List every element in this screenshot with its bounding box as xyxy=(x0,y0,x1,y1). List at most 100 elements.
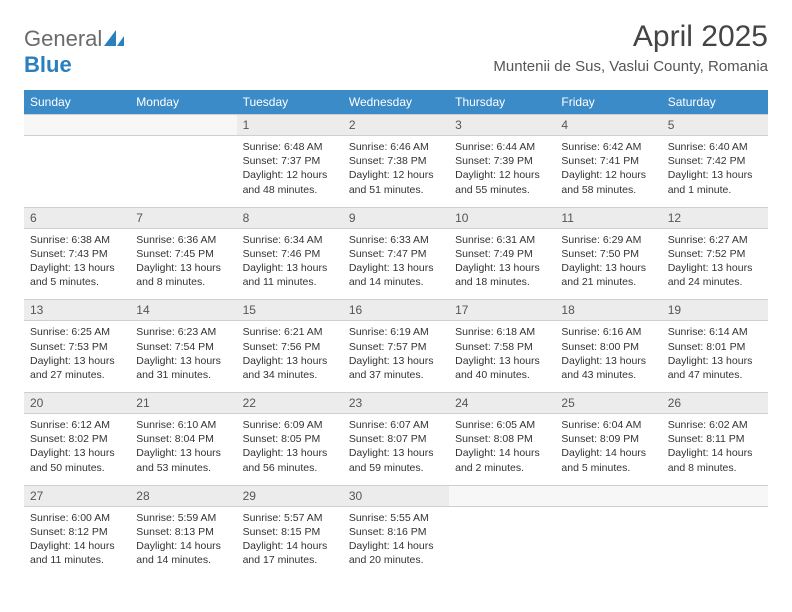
daylight-text: Daylight: 13 hours and 53 minutes. xyxy=(136,446,230,474)
daylight-text: Daylight: 13 hours and 40 minutes. xyxy=(455,354,549,382)
day-number-cell: 27 xyxy=(24,485,130,506)
header: GeneralBlue April 2025 Muntenii de Sus, … xyxy=(24,20,768,78)
sunset-text: Sunset: 8:11 PM xyxy=(668,432,762,446)
sunset-text: Sunset: 8:02 PM xyxy=(30,432,124,446)
daylight-text: Daylight: 13 hours and 37 minutes. xyxy=(349,354,443,382)
day-content-cell: Sunrise: 6:07 AMSunset: 8:07 PMDaylight:… xyxy=(343,414,449,486)
daylight-text: Daylight: 13 hours and 5 minutes. xyxy=(30,261,124,289)
day-number-row: 6789101112 xyxy=(24,207,768,228)
daylight-text: Daylight: 13 hours and 27 minutes. xyxy=(30,354,124,382)
day-content-cell xyxy=(662,506,768,577)
sunrise-text: Sunrise: 6:19 AM xyxy=(349,325,443,339)
day-number-cell: 24 xyxy=(449,393,555,414)
daylight-text: Daylight: 13 hours and 11 minutes. xyxy=(243,261,337,289)
day-content-cell xyxy=(449,506,555,577)
sunset-text: Sunset: 7:50 PM xyxy=(561,247,655,261)
day-content-cell: Sunrise: 6:19 AMSunset: 7:57 PMDaylight:… xyxy=(343,321,449,393)
sunrise-text: Sunrise: 6:21 AM xyxy=(243,325,337,339)
daylight-text: Daylight: 14 hours and 8 minutes. xyxy=(668,446,762,474)
day-content-row: Sunrise: 6:12 AMSunset: 8:02 PMDaylight:… xyxy=(24,414,768,486)
day-content-cell: Sunrise: 6:21 AMSunset: 7:56 PMDaylight:… xyxy=(237,321,343,393)
sunset-text: Sunset: 8:15 PM xyxy=(243,525,337,539)
day-number-cell: 18 xyxy=(555,300,661,321)
daylight-text: Daylight: 14 hours and 5 minutes. xyxy=(561,446,655,474)
daylight-text: Daylight: 13 hours and 14 minutes. xyxy=(349,261,443,289)
daylight-text: Daylight: 13 hours and 59 minutes. xyxy=(349,446,443,474)
day-content-cell: Sunrise: 6:27 AMSunset: 7:52 PMDaylight:… xyxy=(662,228,768,300)
sunset-text: Sunset: 8:01 PM xyxy=(668,340,762,354)
sunset-text: Sunset: 7:45 PM xyxy=(136,247,230,261)
daylight-text: Daylight: 14 hours and 11 minutes. xyxy=(30,539,124,567)
calendar-body: 12345Sunrise: 6:48 AMSunset: 7:37 PMDayl… xyxy=(24,115,768,578)
sunset-text: Sunset: 7:42 PM xyxy=(668,154,762,168)
sunset-text: Sunset: 7:38 PM xyxy=(349,154,443,168)
day-number-cell: 12 xyxy=(662,207,768,228)
daylight-text: Daylight: 13 hours and 1 minute. xyxy=(668,168,762,196)
daylight-text: Daylight: 13 hours and 31 minutes. xyxy=(136,354,230,382)
sunset-text: Sunset: 8:04 PM xyxy=(136,432,230,446)
calendar-table: Sunday Monday Tuesday Wednesday Thursday… xyxy=(24,90,768,577)
sunset-text: Sunset: 8:00 PM xyxy=(561,340,655,354)
day-number-cell: 29 xyxy=(237,485,343,506)
daylight-text: Daylight: 13 hours and 24 minutes. xyxy=(668,261,762,289)
sunrise-text: Sunrise: 6:04 AM xyxy=(561,418,655,432)
sunrise-text: Sunrise: 6:33 AM xyxy=(349,233,443,247)
day-number-cell: 10 xyxy=(449,207,555,228)
sunrise-text: Sunrise: 6:44 AM xyxy=(455,140,549,154)
day-content-row: Sunrise: 6:38 AMSunset: 7:43 PMDaylight:… xyxy=(24,228,768,300)
day-number-cell: 9 xyxy=(343,207,449,228)
brand-part1: General xyxy=(24,26,102,51)
day-content-cell: Sunrise: 6:46 AMSunset: 7:38 PMDaylight:… xyxy=(343,136,449,208)
day-number-row: 20212223242526 xyxy=(24,393,768,414)
day-content-cell: Sunrise: 6:10 AMSunset: 8:04 PMDaylight:… xyxy=(130,414,236,486)
day-content-cell: Sunrise: 5:59 AMSunset: 8:13 PMDaylight:… xyxy=(130,506,236,577)
sunset-text: Sunset: 8:07 PM xyxy=(349,432,443,446)
sunset-text: Sunset: 7:47 PM xyxy=(349,247,443,261)
brand-name: GeneralBlue xyxy=(24,26,124,78)
day-number-cell: 20 xyxy=(24,393,130,414)
sunrise-text: Sunrise: 5:59 AM xyxy=(136,511,230,525)
month-title: April 2025 xyxy=(493,20,768,54)
sunrise-text: Sunrise: 6:00 AM xyxy=(30,511,124,525)
sunset-text: Sunset: 7:37 PM xyxy=(243,154,337,168)
location-subtitle: Muntenii de Sus, Vaslui County, Romania xyxy=(493,58,768,75)
daylight-text: Daylight: 12 hours and 58 minutes. xyxy=(561,168,655,196)
daylight-text: Daylight: 13 hours and 21 minutes. xyxy=(561,261,655,289)
sunrise-text: Sunrise: 6:14 AM xyxy=(668,325,762,339)
day-content-cell: Sunrise: 6:23 AMSunset: 7:54 PMDaylight:… xyxy=(130,321,236,393)
sunrise-text: Sunrise: 6:38 AM xyxy=(30,233,124,247)
day-content-cell: Sunrise: 6:05 AMSunset: 8:08 PMDaylight:… xyxy=(449,414,555,486)
sunset-text: Sunset: 8:12 PM xyxy=(30,525,124,539)
calendar-document: GeneralBlue April 2025 Muntenii de Sus, … xyxy=(0,0,792,597)
day-content-cell: Sunrise: 6:48 AMSunset: 7:37 PMDaylight:… xyxy=(237,136,343,208)
day-number-cell xyxy=(555,485,661,506)
day-number-cell: 23 xyxy=(343,393,449,414)
sunrise-text: Sunrise: 6:18 AM xyxy=(455,325,549,339)
sunrise-text: Sunrise: 6:25 AM xyxy=(30,325,124,339)
daylight-text: Daylight: 14 hours and 2 minutes. xyxy=(455,446,549,474)
sunset-text: Sunset: 8:13 PM xyxy=(136,525,230,539)
sunset-text: Sunset: 8:05 PM xyxy=(243,432,337,446)
day-number-cell: 19 xyxy=(662,300,768,321)
sunrise-text: Sunrise: 6:42 AM xyxy=(561,140,655,154)
sunset-text: Sunset: 8:08 PM xyxy=(455,432,549,446)
day-number-cell: 17 xyxy=(449,300,555,321)
daylight-text: Daylight: 13 hours and 56 minutes. xyxy=(243,446,337,474)
daylight-text: Daylight: 13 hours and 50 minutes. xyxy=(30,446,124,474)
day-content-cell: Sunrise: 6:09 AMSunset: 8:05 PMDaylight:… xyxy=(237,414,343,486)
sunset-text: Sunset: 7:57 PM xyxy=(349,340,443,354)
sunrise-text: Sunrise: 6:16 AM xyxy=(561,325,655,339)
sunrise-text: Sunrise: 5:55 AM xyxy=(349,511,443,525)
day-number-cell: 28 xyxy=(130,485,236,506)
day-number-cell: 1 xyxy=(237,115,343,136)
sunrise-text: Sunrise: 6:36 AM xyxy=(136,233,230,247)
day-number-cell: 26 xyxy=(662,393,768,414)
day-number-cell: 2 xyxy=(343,115,449,136)
day-content-cell: Sunrise: 5:55 AMSunset: 8:16 PMDaylight:… xyxy=(343,506,449,577)
sunset-text: Sunset: 7:54 PM xyxy=(136,340,230,354)
daylight-text: Daylight: 12 hours and 55 minutes. xyxy=(455,168,549,196)
weekday-header: Sunday xyxy=(24,90,130,115)
day-number-cell: 22 xyxy=(237,393,343,414)
sunset-text: Sunset: 8:16 PM xyxy=(349,525,443,539)
day-number-row: 27282930 xyxy=(24,485,768,506)
